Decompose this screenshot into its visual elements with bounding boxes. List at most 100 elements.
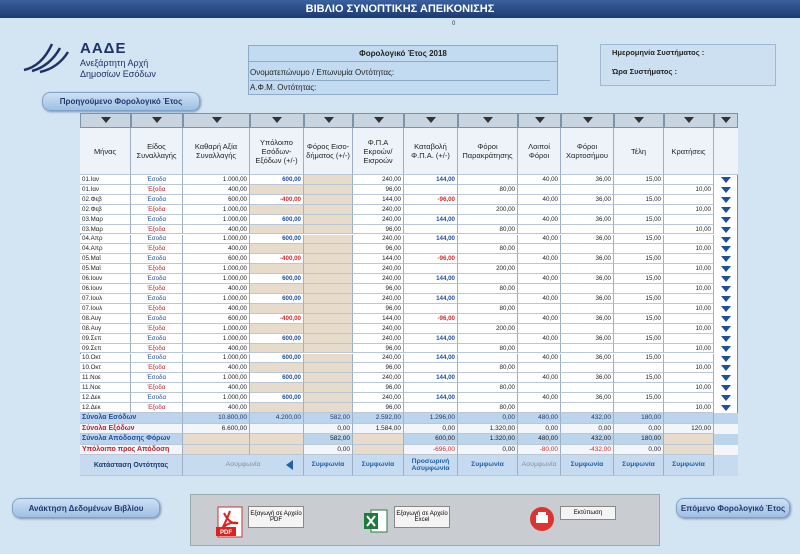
table-cell — [614, 303, 664, 314]
table-cell: 11.Νοε — [80, 373, 131, 384]
table-cell: 40,00 — [518, 353, 561, 364]
totals-spacer — [714, 434, 738, 445]
table-cell: 40,00 — [518, 175, 561, 185]
table-cell: -400,00 — [250, 194, 304, 205]
table-cell — [614, 204, 664, 215]
table-cell — [561, 244, 614, 255]
export-pdf-button[interactable]: Εξαγωγή σε Αρχείο PDF — [248, 506, 304, 528]
table-cell: 80,00 — [458, 224, 518, 235]
totals-cell — [250, 434, 304, 445]
table-cell: 11.Νοε — [80, 383, 131, 394]
table-cell — [304, 353, 353, 364]
column-header: Κρατήσεις — [664, 128, 714, 175]
logo-icon — [23, 43, 70, 74]
table-cell — [304, 363, 353, 374]
table-cell: 15,00 — [614, 254, 664, 265]
totals-cell: 0,00 — [518, 423, 561, 434]
table-cell: 80,00 — [458, 244, 518, 255]
table-cell — [518, 264, 561, 275]
table-cell: 02.Φεβ — [80, 194, 131, 205]
totals-cell: 0,00 — [614, 423, 664, 434]
status-cell: Προσωρινή Ασυμφωνία — [404, 455, 458, 476]
table-cell: 240,00 — [353, 204, 404, 215]
table-cell — [404, 323, 458, 334]
table-cell — [614, 264, 664, 275]
system-time-label: Ώρα Συστήματος : — [612, 67, 677, 76]
table-cell: 15,00 — [614, 393, 664, 404]
table-cell: Έσοδα — [131, 294, 183, 304]
previous-year-button[interactable]: Προηγούμενο Φορολογικό Έτος — [42, 92, 200, 111]
table-cell — [458, 333, 518, 344]
table-cell — [304, 373, 353, 384]
table-cell: 40,00 — [518, 294, 561, 304]
table-cell — [458, 353, 518, 364]
row-arrow — [721, 196, 731, 203]
column-header: Είδος Συναλλαγής — [131, 128, 183, 175]
table-cell: 40,00 — [518, 373, 561, 384]
table-cell: 10,00 — [664, 323, 714, 334]
table-cell: Έσοδα — [131, 353, 183, 364]
tax-id-label: Α.Φ.Μ. Οντότητας: — [250, 80, 550, 93]
entity-name-label: Ονοματεπώνυμο / Επωνυμία Οντότητας: — [250, 68, 395, 77]
table-cell: 96,00 — [353, 383, 404, 394]
table-cell — [250, 383, 304, 394]
table-cell — [561, 363, 614, 374]
table-cell: 400,00 — [183, 244, 250, 255]
title-bar: ΒΙΒΛΙΟ ΣΥΝΟΠΤΙΚΗΣ ΑΠΕΙΚΟΝΙΣΗΣ — [0, 0, 800, 18]
table-cell: 600,00 — [250, 373, 304, 384]
table-cell: 36,00 — [561, 274, 614, 285]
table-cell: 36,00 — [561, 214, 614, 225]
counter: 0 — [452, 21, 456, 27]
retrieve-button[interactable]: Ανάκτηση Δεδομένων Βιβλίου — [12, 498, 160, 518]
totals-cell: 1.320,00 — [458, 434, 518, 445]
table-cell: 15,00 — [614, 373, 664, 384]
export-excel-button[interactable]: Εξαγωγή σε Αρχείο Excel — [394, 506, 450, 528]
table-cell — [664, 333, 714, 344]
table-cell: 12.Δεκ — [80, 393, 131, 404]
next-year-button[interactable]: Επόμενο Φορολογικό Έτος — [676, 498, 790, 518]
table-cell: 40,00 — [518, 194, 561, 205]
status-arrow — [286, 460, 293, 470]
table-cell — [614, 244, 664, 255]
table-cell: 96,00 — [353, 184, 404, 195]
table-cell — [614, 403, 664, 413]
table-cell: 600,00 — [183, 194, 250, 205]
table-cell: -96,00 — [404, 194, 458, 205]
column-header: Μήνας — [80, 128, 131, 175]
print-button[interactable]: Εκτύπωση — [560, 506, 616, 520]
column-header: Λοιποί Φόροι — [518, 128, 561, 175]
table-cell: 1.000,00 — [183, 274, 250, 285]
row-arrow — [721, 296, 731, 302]
table-cell — [250, 284, 304, 294]
row-arrow — [721, 286, 731, 293]
table-cell: 600,00 — [250, 294, 304, 304]
table-cell: 07.Ιουλ — [80, 303, 131, 314]
table-cell: 10.Οκτ — [80, 363, 131, 374]
table-cell — [458, 274, 518, 285]
table-cell — [304, 264, 353, 275]
table-cell: 40,00 — [518, 313, 561, 324]
table-cell: 10,00 — [664, 244, 714, 255]
totals-cell: 0,00 — [614, 444, 664, 455]
table-cell — [304, 224, 353, 235]
table-cell — [250, 343, 304, 354]
table-cell — [404, 303, 458, 314]
filter-arrow — [323, 117, 334, 123]
totals-cell — [183, 444, 250, 455]
table-cell — [664, 194, 714, 205]
totals-cell: 4.200,00 — [250, 413, 304, 424]
totals-spacer — [714, 423, 738, 434]
totals-cell: 480,00 — [518, 434, 561, 445]
table-cell — [304, 274, 353, 285]
table-cell: 05.Μαϊ — [80, 264, 131, 275]
table-cell: 1.000,00 — [183, 333, 250, 344]
header-spacer — [714, 128, 738, 175]
totals-cell: -432,00 — [561, 444, 614, 455]
table-cell: Έξοδα — [131, 264, 183, 275]
table-cell: 15,00 — [614, 294, 664, 304]
table-cell: 80,00 — [458, 383, 518, 394]
row-arrow — [721, 246, 731, 253]
filter-arrow — [534, 117, 545, 123]
table-cell: 144,00 — [353, 313, 404, 324]
row-arrow — [721, 355, 731, 362]
